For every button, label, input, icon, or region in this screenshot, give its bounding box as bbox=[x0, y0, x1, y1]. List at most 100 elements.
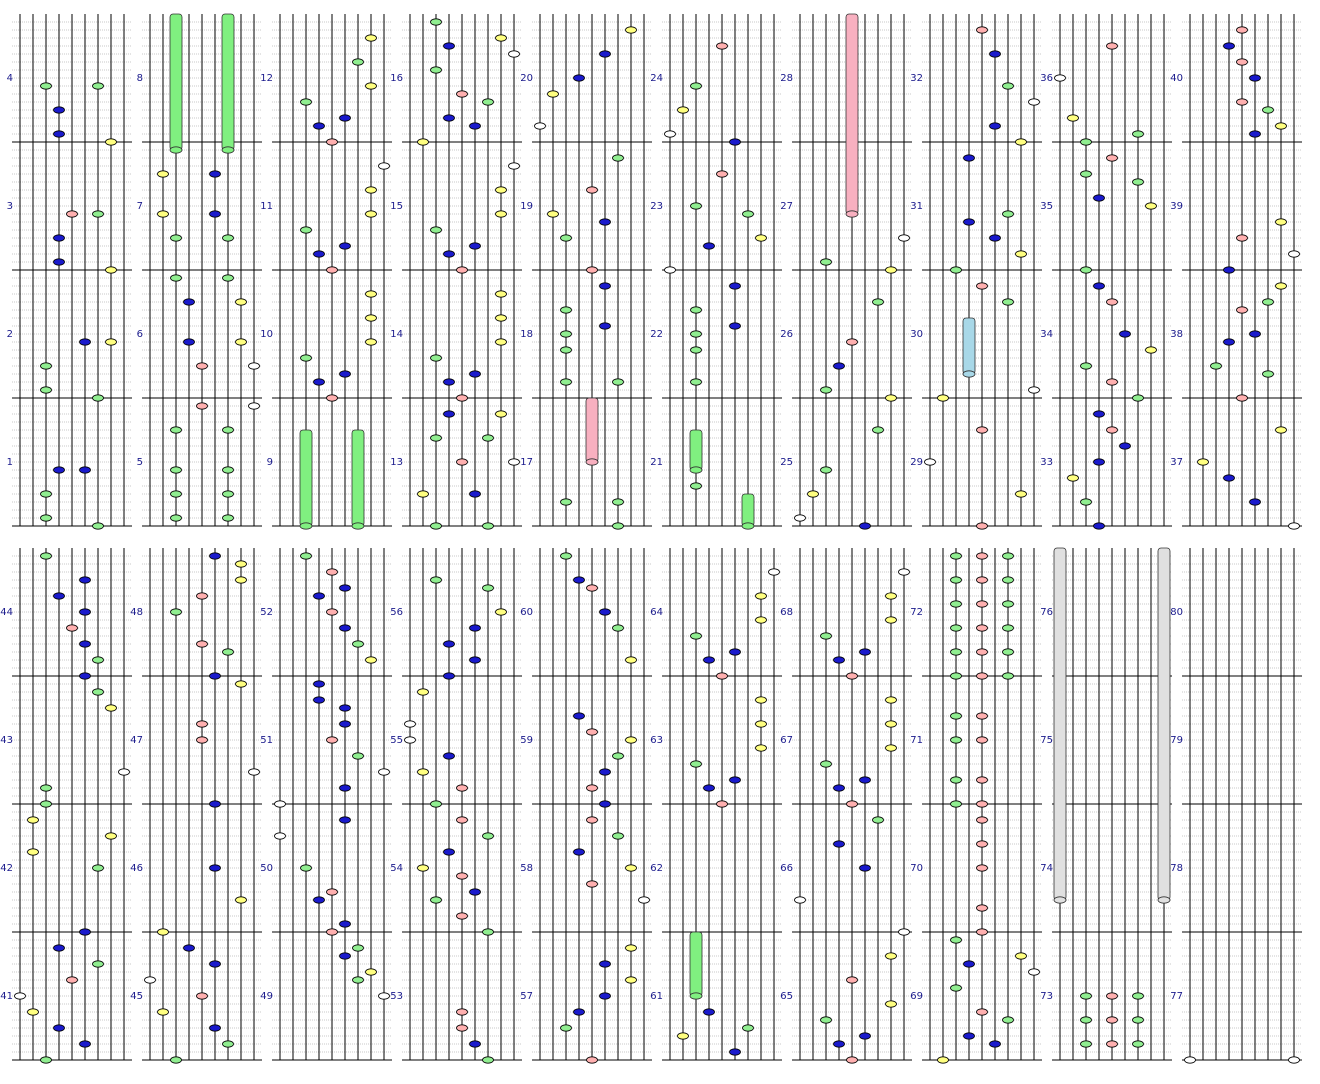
note bbox=[1067, 474, 1079, 482]
note bbox=[40, 800, 52, 808]
note bbox=[222, 514, 234, 522]
note bbox=[417, 490, 429, 498]
note bbox=[313, 896, 325, 904]
note bbox=[872, 298, 884, 306]
measure-number: 72 bbox=[910, 607, 923, 618]
note bbox=[495, 314, 507, 322]
note bbox=[1236, 306, 1248, 314]
note bbox=[664, 130, 676, 138]
note bbox=[170, 490, 182, 498]
note bbox=[469, 242, 481, 250]
note bbox=[482, 928, 494, 936]
note bbox=[144, 976, 156, 984]
note bbox=[404, 720, 416, 728]
note bbox=[365, 82, 377, 90]
measure-number: 74 bbox=[1040, 863, 1053, 874]
note bbox=[885, 394, 897, 402]
note bbox=[677, 106, 689, 114]
note bbox=[53, 1024, 65, 1032]
note bbox=[222, 274, 234, 282]
note bbox=[599, 218, 611, 226]
note bbox=[495, 608, 507, 616]
measure-number: 73 bbox=[1040, 991, 1053, 1002]
note bbox=[313, 122, 325, 130]
hold-head bbox=[1053, 896, 1067, 904]
note bbox=[794, 896, 806, 904]
note bbox=[1288, 522, 1300, 530]
measure-number: 14 bbox=[390, 329, 403, 340]
note bbox=[300, 864, 312, 872]
note bbox=[1249, 130, 1261, 138]
note bbox=[469, 370, 481, 378]
note bbox=[495, 338, 507, 346]
hold-head bbox=[741, 522, 755, 530]
note bbox=[170, 426, 182, 434]
hold-head bbox=[351, 522, 365, 530]
note bbox=[950, 776, 962, 784]
note bbox=[1002, 576, 1014, 584]
note bbox=[1015, 250, 1027, 258]
measure-number: 64 bbox=[650, 607, 663, 618]
note bbox=[443, 378, 455, 386]
note bbox=[976, 624, 988, 632]
note bbox=[300, 226, 312, 234]
note bbox=[612, 378, 624, 386]
note bbox=[1093, 194, 1105, 202]
note bbox=[573, 576, 585, 584]
note bbox=[755, 234, 767, 242]
note bbox=[417, 688, 429, 696]
note bbox=[1223, 266, 1235, 274]
note bbox=[976, 600, 988, 608]
note bbox=[1080, 138, 1092, 146]
note bbox=[976, 776, 988, 784]
note bbox=[898, 234, 910, 242]
note bbox=[495, 210, 507, 218]
note bbox=[469, 888, 481, 896]
note bbox=[92, 960, 104, 968]
note bbox=[482, 832, 494, 840]
note bbox=[326, 394, 338, 402]
measure-number: 79 bbox=[1170, 735, 1183, 746]
measure-number: 11 bbox=[260, 201, 273, 212]
note bbox=[950, 624, 962, 632]
note bbox=[53, 466, 65, 474]
note bbox=[66, 976, 78, 984]
note bbox=[1210, 362, 1222, 370]
note bbox=[79, 928, 91, 936]
note bbox=[1106, 154, 1118, 162]
measure-number: 58 bbox=[520, 863, 533, 874]
note bbox=[859, 776, 871, 784]
note bbox=[326, 266, 338, 274]
hold-head bbox=[689, 992, 703, 1000]
measure-number: 12 bbox=[260, 73, 273, 84]
note bbox=[898, 568, 910, 576]
note bbox=[729, 776, 741, 784]
note bbox=[92, 656, 104, 664]
note bbox=[976, 928, 988, 936]
note bbox=[1223, 42, 1235, 50]
note bbox=[989, 1040, 1001, 1048]
measure-number: 60 bbox=[520, 607, 533, 618]
note bbox=[53, 234, 65, 242]
hold-note bbox=[689, 931, 703, 997]
note bbox=[92, 82, 104, 90]
note bbox=[79, 1040, 91, 1048]
note bbox=[222, 234, 234, 242]
measure-number: 45 bbox=[130, 991, 143, 1002]
note bbox=[599, 992, 611, 1000]
note bbox=[976, 864, 988, 872]
measure-number: 57 bbox=[520, 991, 533, 1002]
note bbox=[235, 576, 247, 584]
note bbox=[417, 138, 429, 146]
hold-note bbox=[169, 13, 183, 151]
note bbox=[1236, 58, 1248, 66]
note bbox=[430, 66, 442, 74]
note bbox=[235, 298, 247, 306]
note bbox=[274, 832, 286, 840]
note bbox=[1106, 298, 1118, 306]
note bbox=[885, 744, 897, 752]
grid: 1234567891011121314151617181920212223242… bbox=[0, 14, 1302, 1061]
note bbox=[495, 186, 507, 194]
note bbox=[937, 394, 949, 402]
